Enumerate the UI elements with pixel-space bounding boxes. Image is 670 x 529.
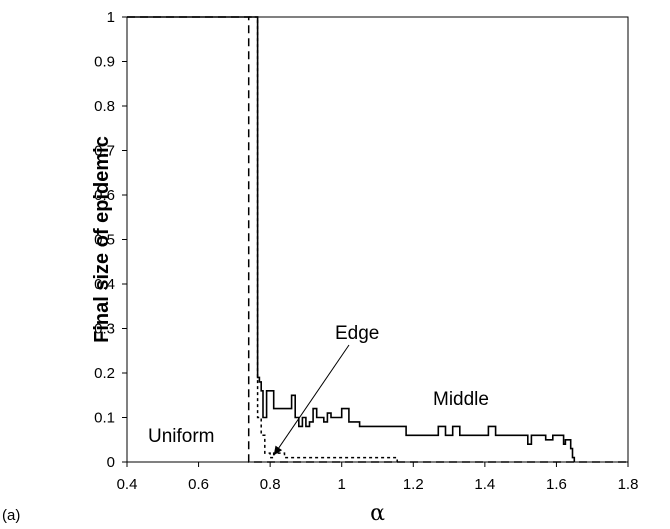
y-tick-label: 0 [107,454,115,471]
edge-annotation-arrowhead [273,445,283,456]
series-line-uniform [127,16,628,463]
x-tick-label: 1.2 [403,476,424,493]
annotation-edge: Edge [335,323,379,344]
x-tick-label: 0.6 [188,476,209,493]
series-line-edge [248,16,398,462]
y-axis-ticks: 0 0.1 0.2 0.3 0.4 0.5 0.6 0.7 0.8 0.9 1 [94,9,127,471]
y-tick-label: 0.7 [94,143,115,160]
series-layer [127,16,628,463]
y-tick-label: 0.9 [94,54,115,71]
x-tick-label: 1 [338,476,346,493]
x-tick-label: 1.4 [474,476,495,493]
y-tick-label: 0.2 [94,365,115,382]
x-tick-label: 0.8 [260,476,281,493]
y-tick-label: 0.8 [94,98,115,115]
x-axis-ticks: 0.4 0.6 0.8 1 1.2 1.4 1.6 1.8 [117,462,639,493]
x-tick-label: 1.8 [618,476,639,493]
y-tick-label: 1 [107,9,115,26]
edge-annotation-arrow [273,344,350,456]
plot-area-frame [126,16,629,463]
y-axis-label: Final size of epidemic [91,136,113,343]
series-line-middle [127,16,576,462]
y-tick-label: 0.5 [94,232,115,249]
annotation-middle: Middle [433,389,489,410]
y-tick-label: 0.4 [94,276,115,293]
x-axis-label: α [370,501,385,526]
annotation-uniform: Uniform [148,426,215,447]
x-tick-label: 0.4 [117,476,138,493]
x-tick-label: 1.6 [546,476,567,493]
y-tick-label: 0.6 [94,187,115,204]
y-tick-label: 0.1 [94,410,115,427]
panel-label: (a) [2,507,20,524]
y-tick-label: 0.3 [94,321,115,338]
